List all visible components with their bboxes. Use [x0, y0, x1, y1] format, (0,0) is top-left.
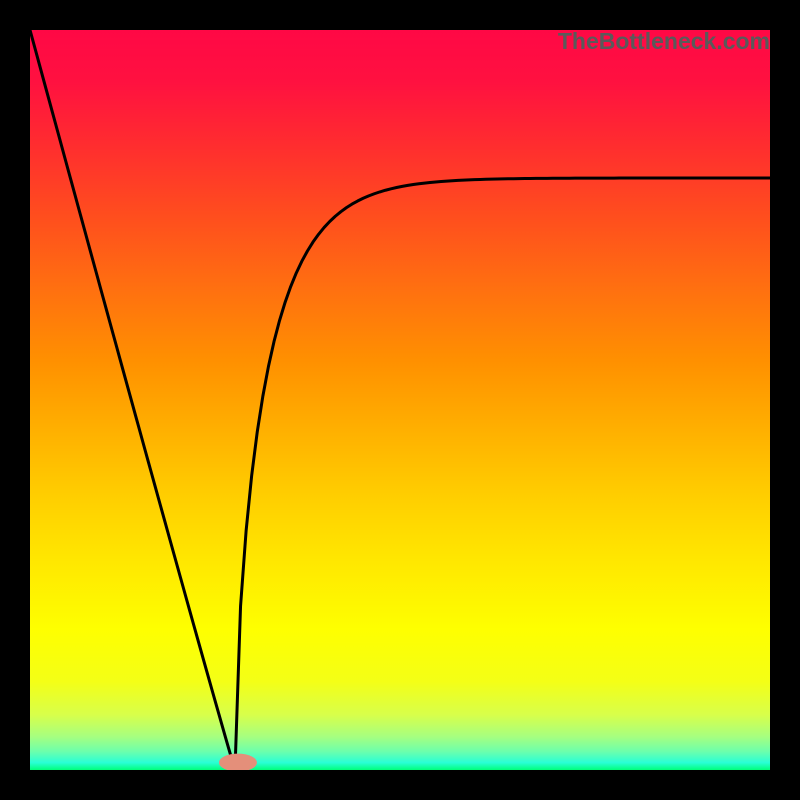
gradient-background — [30, 30, 770, 770]
watermark-label: TheBottleneck.com — [558, 28, 770, 55]
plot-frame: TheBottleneck.com — [30, 30, 770, 770]
chart-svg — [30, 30, 770, 770]
